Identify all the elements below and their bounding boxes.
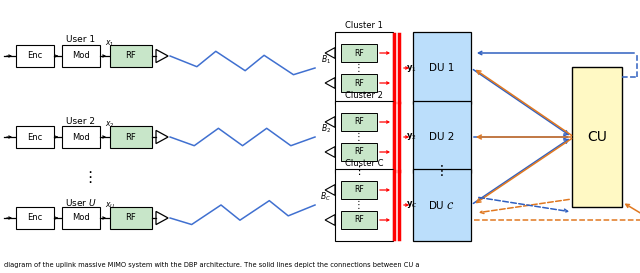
Text: ⋮: ⋮ (435, 164, 449, 178)
Text: Mod: Mod (72, 132, 90, 141)
FancyBboxPatch shape (572, 67, 622, 207)
Text: DU 1: DU 1 (429, 63, 454, 73)
FancyBboxPatch shape (110, 45, 152, 67)
Text: ⋮: ⋮ (354, 200, 364, 210)
Text: $B_C$: $B_C$ (320, 191, 331, 203)
FancyBboxPatch shape (335, 32, 393, 104)
FancyBboxPatch shape (16, 207, 54, 229)
Text: $\mathbf{y}_2$: $\mathbf{y}_2$ (406, 132, 417, 143)
Text: RF: RF (125, 132, 136, 141)
FancyBboxPatch shape (335, 101, 393, 173)
Text: DU 2: DU 2 (429, 132, 454, 142)
Text: $x_1$: $x_1$ (105, 39, 115, 49)
Text: RF: RF (354, 215, 364, 224)
Text: User 1: User 1 (67, 35, 95, 44)
Text: Mod: Mod (72, 213, 90, 222)
FancyBboxPatch shape (413, 169, 471, 241)
FancyBboxPatch shape (110, 126, 152, 148)
Text: Enc: Enc (28, 132, 43, 141)
Text: Enc: Enc (28, 213, 43, 222)
Text: ⋮: ⋮ (83, 170, 98, 185)
Text: ⋮: ⋮ (353, 166, 365, 176)
FancyBboxPatch shape (341, 44, 377, 62)
Text: CU: CU (587, 130, 607, 144)
Text: Cluster C: Cluster C (345, 159, 383, 168)
FancyBboxPatch shape (62, 126, 100, 148)
Text: User $U$: User $U$ (65, 197, 97, 207)
Text: $\mathbf{y}_1$: $\mathbf{y}_1$ (406, 63, 417, 73)
FancyBboxPatch shape (341, 143, 377, 161)
Text: $x_2$: $x_2$ (105, 120, 115, 130)
FancyBboxPatch shape (62, 45, 100, 67)
FancyBboxPatch shape (16, 126, 54, 148)
Text: $\mathbf{y}_C$: $\mathbf{y}_C$ (406, 200, 418, 210)
Text: RF: RF (125, 213, 136, 222)
Text: RF: RF (354, 49, 364, 58)
Text: Cluster 2: Cluster 2 (345, 91, 383, 99)
Text: ⋮: ⋮ (354, 132, 364, 142)
Text: RF: RF (354, 185, 364, 194)
FancyBboxPatch shape (335, 169, 393, 241)
FancyBboxPatch shape (341, 211, 377, 229)
FancyBboxPatch shape (341, 113, 377, 131)
Text: diagram of the uplink massive MIMO system with the DBP architecture. The solid l: diagram of the uplink massive MIMO syste… (4, 262, 419, 268)
Text: User 2: User 2 (67, 117, 95, 126)
Text: RF: RF (354, 147, 364, 156)
Text: DU $\mathcal{C}$: DU $\mathcal{C}$ (429, 199, 456, 211)
Text: RF: RF (354, 79, 364, 88)
FancyBboxPatch shape (413, 101, 471, 173)
FancyBboxPatch shape (413, 32, 471, 104)
Text: RF: RF (125, 52, 136, 61)
Text: RF: RF (354, 117, 364, 126)
Text: $B_1$: $B_1$ (321, 54, 331, 66)
FancyBboxPatch shape (341, 181, 377, 199)
Text: ⋮: ⋮ (354, 63, 364, 73)
Text: $B_2$: $B_2$ (321, 123, 331, 135)
FancyBboxPatch shape (110, 207, 152, 229)
Text: Cluster 1: Cluster 1 (345, 22, 383, 31)
Text: $x_U$: $x_U$ (105, 201, 116, 211)
FancyBboxPatch shape (16, 45, 54, 67)
FancyBboxPatch shape (62, 207, 100, 229)
Text: Mod: Mod (72, 52, 90, 61)
Text: Enc: Enc (28, 52, 43, 61)
FancyBboxPatch shape (341, 74, 377, 92)
